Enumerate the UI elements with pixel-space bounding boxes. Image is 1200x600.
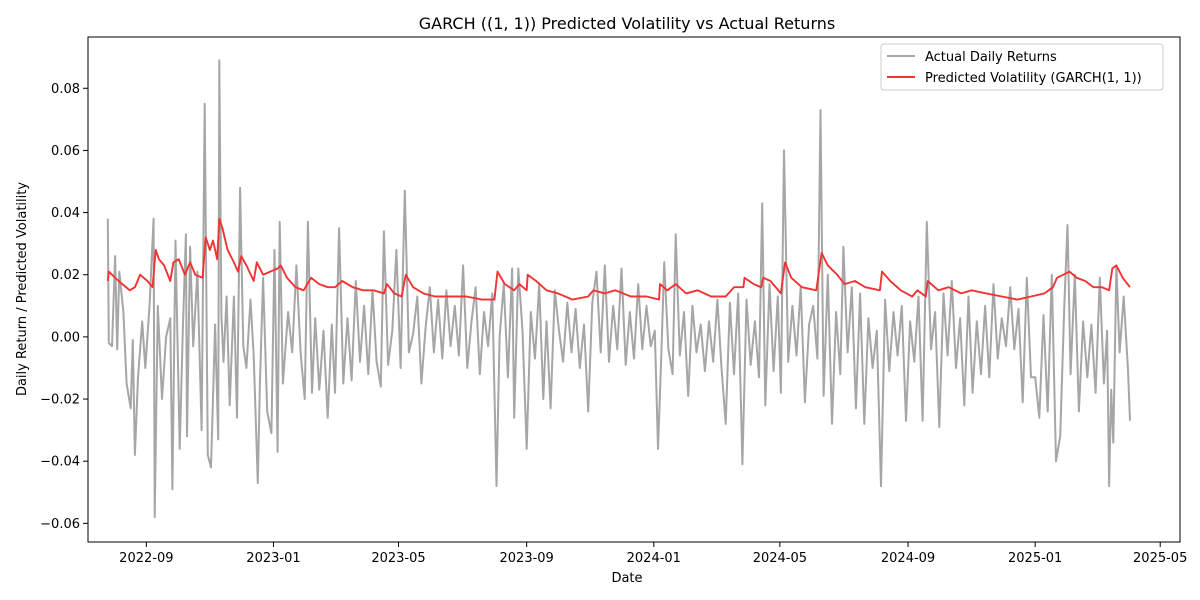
y-tick-label: −0.04 bbox=[40, 455, 80, 470]
y-axis-label: Daily Return / Predicted Volatility bbox=[15, 182, 30, 396]
x-tick-label: 2024-09 bbox=[881, 551, 935, 566]
x-tick-label: 2025-01 bbox=[1008, 551, 1062, 566]
actual-returns-line bbox=[106, 59, 1131, 519]
y-tick-label: 0.00 bbox=[51, 330, 80, 345]
y-axis-ticks: −0.06 −0.04 −0.02 0.00 0.02 0.04 0.06 0.08 bbox=[40, 82, 88, 532]
x-tick-label: 2023-01 bbox=[246, 551, 300, 566]
x-tick-label: 2025-05 bbox=[1133, 551, 1187, 566]
y-tick-label: −0.06 bbox=[40, 517, 80, 532]
legend-box bbox=[880, 43, 1164, 91]
plot-area bbox=[87, 36, 1181, 543]
x-tick-label: 2023-05 bbox=[371, 551, 425, 566]
x-tick-label: 2024-01 bbox=[627, 551, 681, 566]
axes-frame bbox=[87, 36, 1181, 543]
x-tick-label: 2023-09 bbox=[500, 551, 554, 566]
x-tick-label: 2024-05 bbox=[753, 551, 807, 566]
x-tick-label: 2022-09 bbox=[119, 551, 173, 566]
legend-label-actual-returns: Actual Daily Returns bbox=[925, 50, 1057, 65]
y-tick-label: 0.02 bbox=[51, 268, 80, 283]
predicted-volatility-line bbox=[106, 217, 1131, 301]
legend: Actual Daily Returns Predicted Volatilit… bbox=[880, 43, 1164, 91]
y-tick-label: 0.06 bbox=[51, 144, 80, 159]
x-axis-ticks: 2022-09 2023-01 2023-05 2023-09 2024-01 2024-… bbox=[119, 542, 1187, 566]
legend-label-predicted-volatility: Predicted Volatility (GARCH(1, 1)) bbox=[925, 71, 1142, 86]
y-tick-label: 0.04 bbox=[51, 206, 80, 221]
y-tick-label: −0.02 bbox=[40, 393, 80, 408]
y-tick-label: 0.08 bbox=[51, 82, 80, 97]
plot-background bbox=[88, 37, 1180, 542]
series-layer bbox=[106, 59, 1131, 519]
chart-title: GARCH ((1, 1)) Predicted Volatility vs A… bbox=[419, 14, 835, 33]
x-axis-label: Date bbox=[611, 571, 642, 586]
